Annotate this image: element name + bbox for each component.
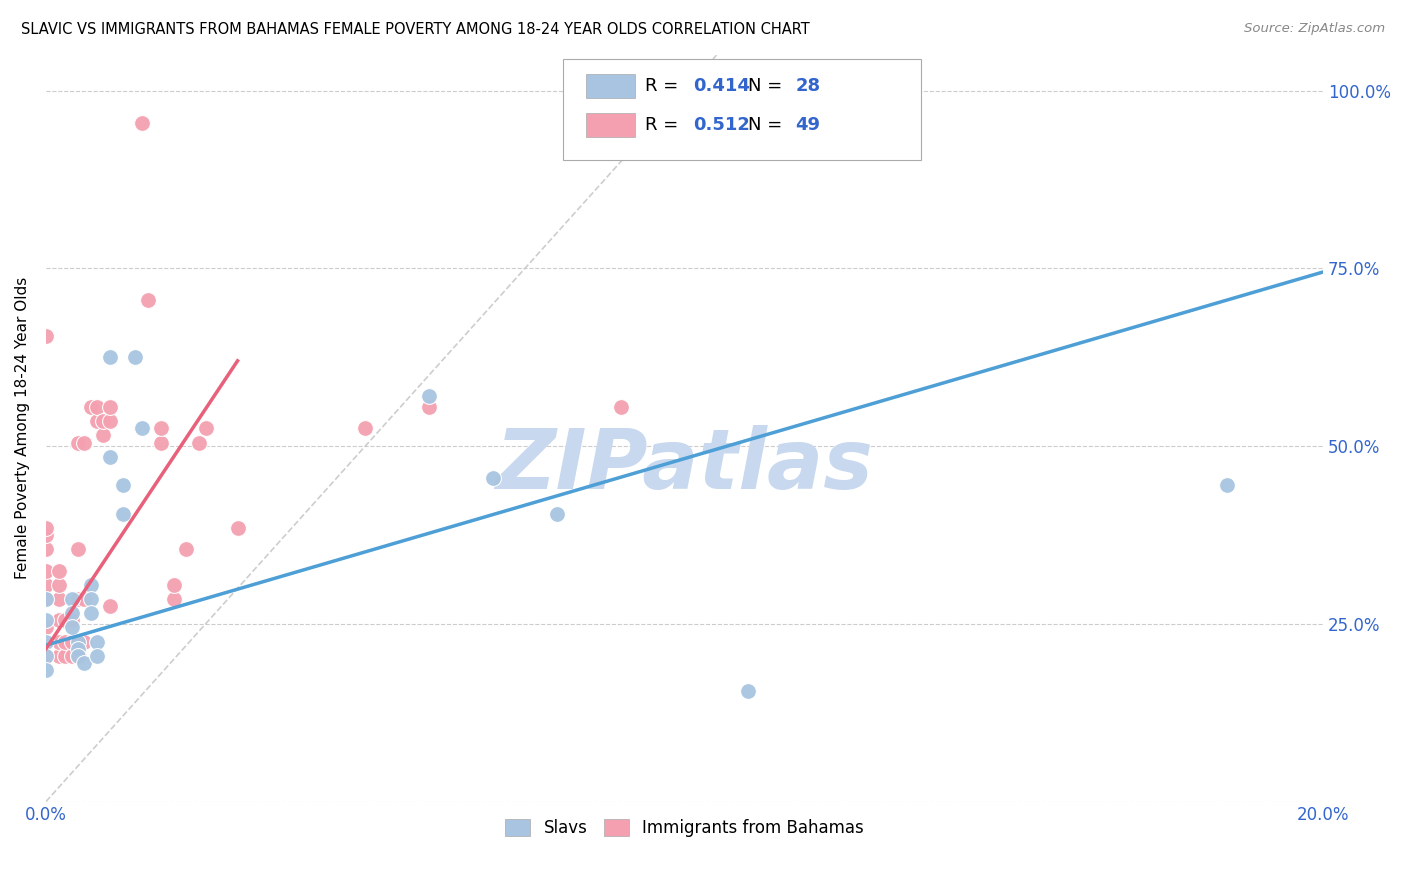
- Point: [609, 400, 631, 414]
- Point: [111, 478, 134, 492]
- Point: [546, 507, 568, 521]
- Point: [111, 507, 134, 521]
- Point: [35, 542, 58, 557]
- Text: R =: R =: [645, 116, 683, 135]
- Point: [482, 471, 505, 485]
- Y-axis label: Female Poverty Among 18-24 Year Olds: Female Poverty Among 18-24 Year Olds: [15, 277, 30, 580]
- Point: [48, 564, 70, 578]
- Point: [35, 591, 58, 606]
- Legend: Slavs, Immigrants from Bahamas: Slavs, Immigrants from Bahamas: [496, 811, 872, 846]
- Point: [163, 591, 186, 606]
- Point: [66, 641, 89, 656]
- Point: [131, 421, 153, 435]
- Point: [35, 648, 58, 663]
- Point: [188, 435, 211, 450]
- Point: [66, 648, 89, 663]
- Point: [1216, 478, 1239, 492]
- Point: [35, 663, 58, 677]
- Point: [66, 542, 89, 557]
- Point: [98, 599, 121, 613]
- Point: [737, 684, 759, 698]
- Point: [60, 591, 83, 606]
- Text: 0.414: 0.414: [693, 77, 751, 95]
- Point: [48, 591, 70, 606]
- Point: [35, 329, 58, 343]
- Point: [35, 528, 58, 542]
- Point: [418, 389, 440, 403]
- Point: [86, 400, 108, 414]
- Point: [136, 293, 159, 308]
- Point: [98, 414, 121, 428]
- Point: [66, 648, 89, 663]
- Point: [60, 613, 83, 627]
- Point: [60, 634, 83, 648]
- Point: [60, 620, 83, 634]
- Point: [48, 634, 70, 648]
- Point: [66, 591, 89, 606]
- Point: [79, 606, 101, 620]
- Point: [60, 648, 83, 663]
- Point: [48, 648, 70, 663]
- Text: 0.512: 0.512: [693, 116, 751, 135]
- Point: [86, 634, 108, 648]
- Text: Source: ZipAtlas.com: Source: ZipAtlas.com: [1244, 22, 1385, 36]
- Point: [98, 450, 121, 464]
- Point: [98, 351, 121, 365]
- Text: 28: 28: [796, 77, 821, 95]
- Point: [35, 648, 58, 663]
- Point: [93, 428, 115, 442]
- Point: [48, 578, 70, 592]
- Text: N =: N =: [748, 77, 789, 95]
- Text: ZIPatlas: ZIPatlas: [496, 425, 873, 506]
- Point: [176, 542, 198, 557]
- FancyBboxPatch shape: [564, 59, 921, 160]
- FancyBboxPatch shape: [586, 74, 634, 98]
- Point: [66, 634, 89, 648]
- Point: [73, 634, 96, 648]
- Text: N =: N =: [748, 116, 789, 135]
- Text: SLAVIC VS IMMIGRANTS FROM BAHAMAS FEMALE POVERTY AMONG 18-24 YEAR OLDS CORRELATI: SLAVIC VS IMMIGRANTS FROM BAHAMAS FEMALE…: [21, 22, 810, 37]
- Point: [66, 435, 89, 450]
- Point: [93, 414, 115, 428]
- Text: R =: R =: [645, 77, 683, 95]
- Point: [48, 613, 70, 627]
- Point: [53, 613, 76, 627]
- Point: [73, 656, 96, 670]
- Point: [53, 634, 76, 648]
- Point: [226, 521, 249, 535]
- FancyBboxPatch shape: [586, 113, 634, 137]
- Point: [35, 564, 58, 578]
- Point: [86, 648, 108, 663]
- Point: [194, 421, 217, 435]
- Point: [35, 634, 58, 648]
- Point: [35, 613, 58, 627]
- Point: [79, 591, 101, 606]
- Point: [98, 400, 121, 414]
- Point: [35, 591, 58, 606]
- Point: [149, 435, 172, 450]
- Point: [131, 116, 153, 130]
- Point: [354, 421, 377, 435]
- Point: [35, 521, 58, 535]
- Point: [86, 414, 108, 428]
- Point: [35, 578, 58, 592]
- Point: [53, 648, 76, 663]
- Point: [73, 591, 96, 606]
- Point: [124, 351, 146, 365]
- Text: 49: 49: [796, 116, 821, 135]
- Point: [73, 435, 96, 450]
- Point: [60, 606, 83, 620]
- Point: [418, 400, 440, 414]
- Point: [79, 578, 101, 592]
- Point: [163, 578, 186, 592]
- Point: [35, 620, 58, 634]
- Point: [79, 400, 101, 414]
- Point: [149, 421, 172, 435]
